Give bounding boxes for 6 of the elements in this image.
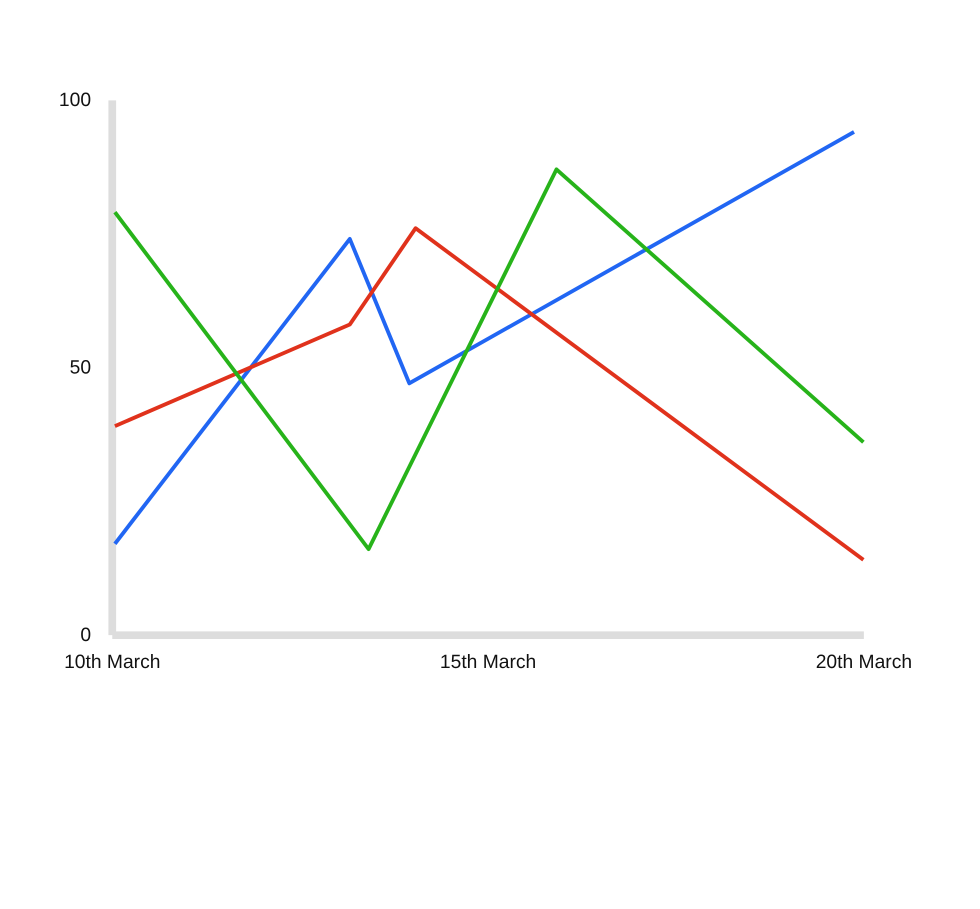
y-tick-label: 0 — [80, 624, 92, 646]
y-tick-label: 100 — [58, 90, 92, 112]
x-tick-label: 20th March — [816, 652, 912, 673]
y-tick-label: 50 — [70, 358, 92, 379]
x-tick-label: 10th March — [64, 652, 160, 673]
x-tick-label: 15th March — [440, 652, 536, 673]
